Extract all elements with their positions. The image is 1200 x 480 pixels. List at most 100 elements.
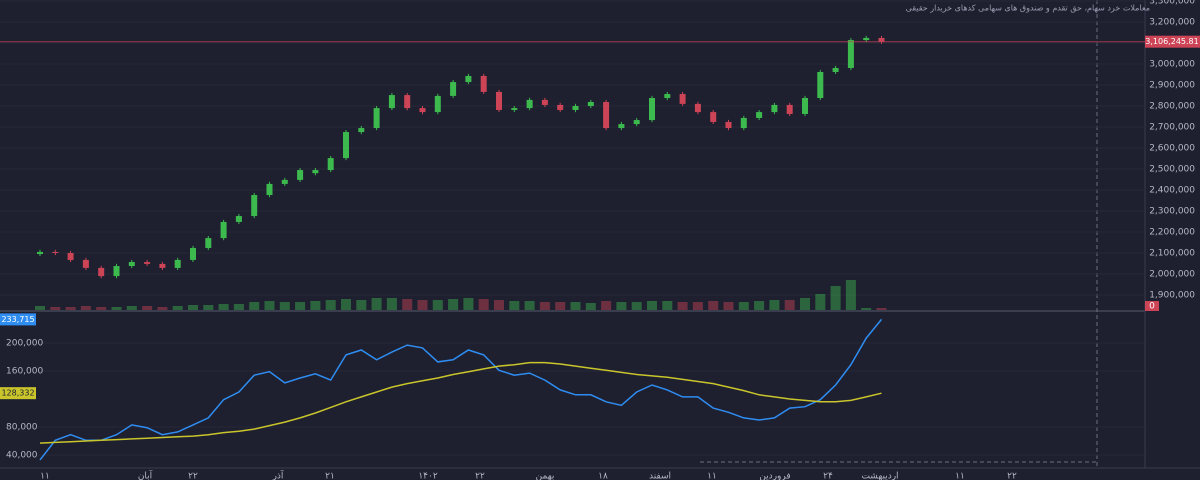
volume-bar	[448, 299, 459, 310]
y-tick-label: 2,800,000	[1149, 101, 1195, 111]
x-tick-label: ۱۱	[707, 472, 717, 480]
candle-body	[419, 108, 426, 113]
volume-bar	[769, 300, 780, 310]
candle-body	[205, 238, 212, 248]
x-tick-label: ۲۲	[1007, 472, 1017, 480]
x-tick-label: ۱۱	[955, 472, 965, 480]
y-tick-label: 3,200,000	[1149, 18, 1195, 28]
y-tick-label: 2,200,000	[1149, 227, 1195, 237]
candle-body	[496, 91, 502, 110]
volume-bar	[432, 300, 443, 310]
volume-bar	[616, 302, 627, 310]
volume-bar	[524, 301, 535, 310]
candle-body	[802, 98, 808, 114]
volume-bar	[50, 307, 61, 310]
y-tick-label: 2,300,000	[1149, 206, 1195, 216]
candle-body	[480, 75, 487, 92]
volume-bar	[233, 304, 244, 310]
candle-body	[786, 104, 793, 114]
candle-body	[694, 103, 701, 113]
volume-bar	[157, 307, 168, 310]
y-tick-label: 2,000,000	[1149, 269, 1195, 279]
candle-body	[159, 263, 166, 268]
candle-body	[832, 67, 839, 72]
candle-body	[465, 75, 472, 83]
volume-bar	[478, 299, 489, 310]
x-tick-label: ۱۱	[40, 472, 50, 480]
candle-body	[740, 117, 747, 129]
volume-bar	[126, 306, 137, 310]
volume-bar	[601, 301, 612, 310]
volume-bar	[249, 302, 260, 310]
candle-body	[725, 121, 732, 129]
y-tick-label: 40,000	[6, 451, 38, 461]
candle-body	[37, 251, 43, 255]
last-price-badge	[1145, 35, 1200, 48]
candle-body	[358, 128, 365, 133]
volume-bar	[784, 300, 795, 310]
y-tick-label: 2,900,000	[1149, 80, 1195, 90]
x-tick-label: اردیبهشت	[861, 472, 898, 480]
candle-body	[404, 95, 411, 109]
volume-bar	[585, 303, 596, 310]
volume-bar	[386, 298, 397, 310]
candle-body	[587, 102, 594, 106]
candle-body	[511, 108, 518, 110]
volume-bar	[218, 304, 229, 310]
indicator-line	[39, 318, 883, 461]
candle-body	[174, 259, 181, 268]
x-tick-label: آذر	[272, 470, 284, 480]
candle-body	[603, 102, 610, 129]
volume-bar	[815, 294, 826, 310]
candle-body	[327, 158, 334, 171]
x-tick-label: ۱۴۰۲	[418, 472, 438, 480]
x-tick-label: ۱۸	[598, 472, 608, 480]
candle-body	[388, 95, 395, 109]
candle-body	[67, 252, 74, 260]
candle-body	[235, 216, 242, 222]
candle-body	[878, 37, 885, 42]
volume-bar	[341, 299, 351, 310]
candle-body	[297, 170, 304, 180]
volume-bar	[279, 302, 290, 310]
candle-body	[710, 112, 717, 122]
volume-bar	[570, 302, 581, 310]
indicator-line	[39, 361, 882, 444]
volume-bar	[96, 307, 107, 310]
volume-bar	[631, 302, 642, 310]
volume-bar	[754, 301, 765, 310]
x-tick-label: فروردین	[759, 472, 790, 480]
candle-body	[373, 108, 380, 129]
candle-body	[190, 247, 196, 260]
volume-bar	[80, 306, 91, 310]
candle-body	[679, 94, 686, 104]
candle-body	[633, 120, 640, 125]
volume-bar	[647, 301, 657, 310]
volume-bar	[203, 305, 214, 310]
x-tick-label: ۲۴	[823, 472, 833, 480]
y-tick-label: 3,300,000	[1149, 0, 1195, 7]
candle-body	[847, 40, 854, 68]
candle-body	[618, 124, 625, 129]
last-value-label: 128,332	[1, 389, 34, 398]
volume-bar	[172, 306, 183, 310]
volume-bar	[876, 308, 887, 310]
volume-bar	[677, 302, 688, 310]
x-tick-label: ۲۲	[475, 472, 485, 480]
volume-bar	[310, 301, 321, 310]
volume-bar	[295, 302, 306, 310]
candle-body	[526, 99, 533, 109]
volume-bar	[692, 302, 703, 310]
last-value-label: 233,715	[1, 315, 34, 324]
volume-bar	[463, 298, 474, 310]
candle-body	[144, 262, 151, 264]
x-tick-label: ۲۲	[188, 472, 198, 480]
last-price-label: 3,106,245.81	[1145, 37, 1198, 46]
volume-bar	[402, 299, 413, 310]
y-tick-label: 3,000,000	[1149, 59, 1195, 69]
candle-body	[817, 71, 824, 99]
volume-bar	[555, 302, 566, 310]
volume-bar	[800, 298, 810, 310]
